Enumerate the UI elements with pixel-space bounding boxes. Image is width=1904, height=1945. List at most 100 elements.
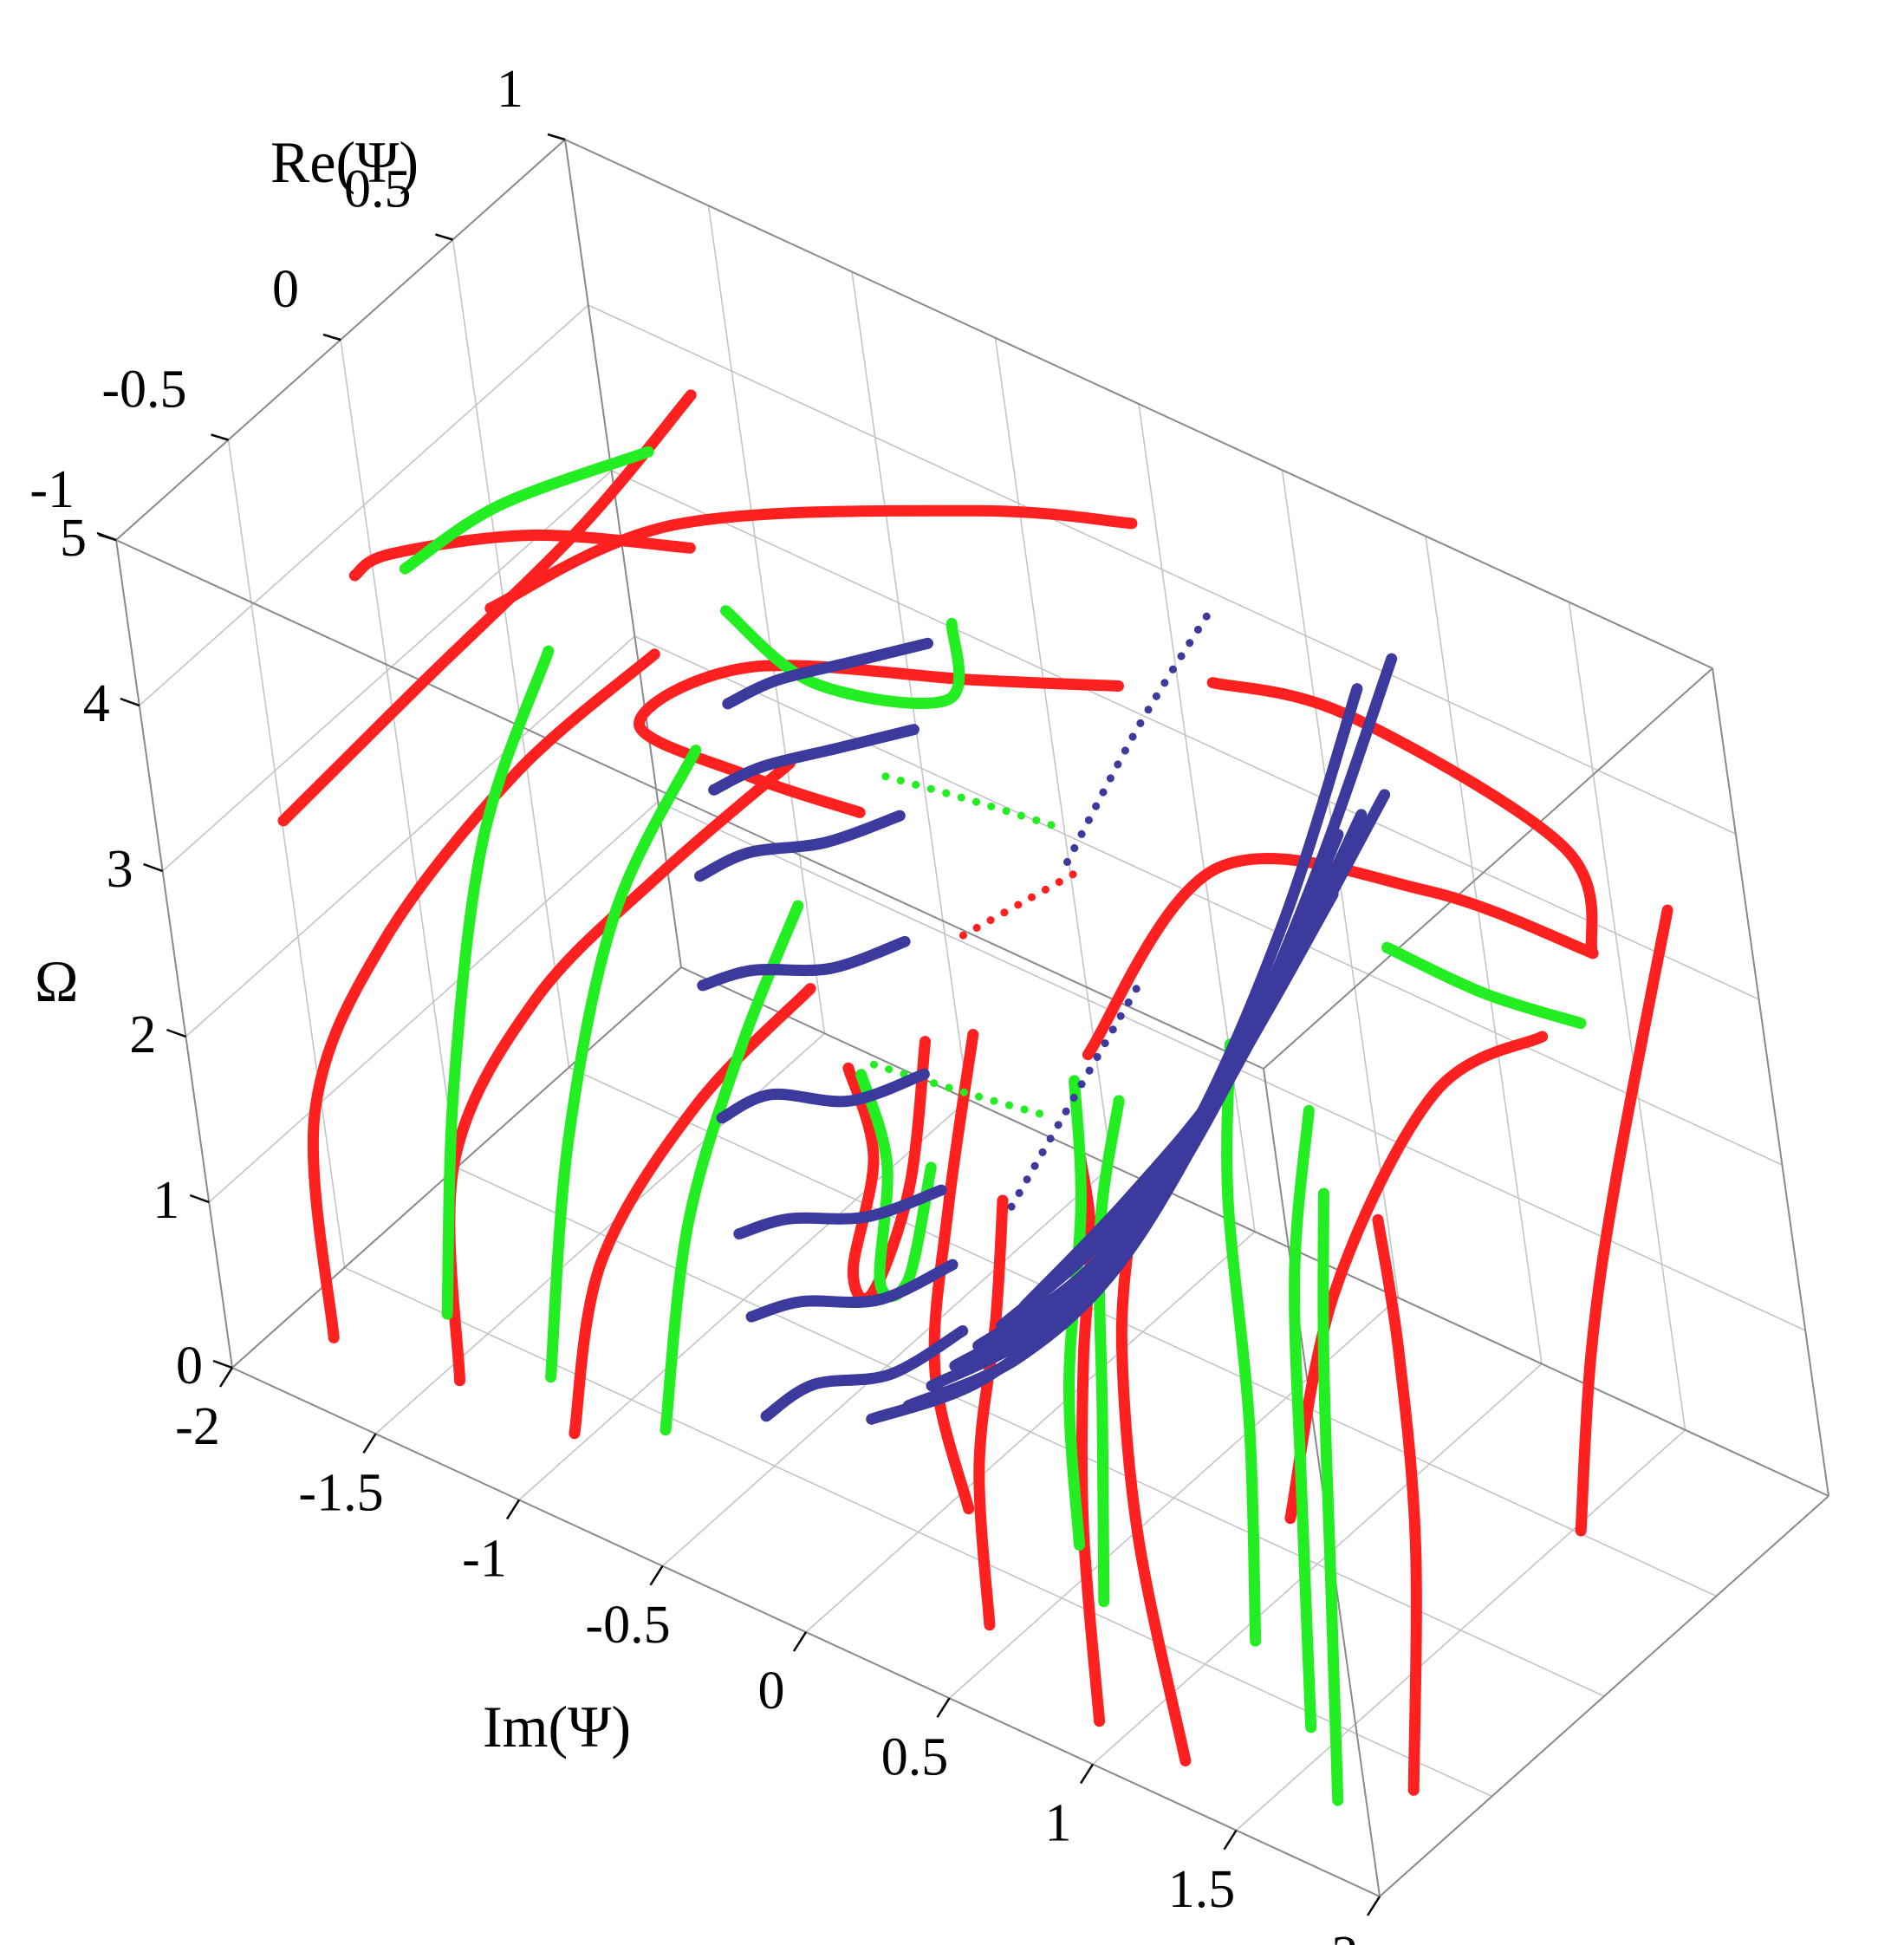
red-curve — [348, 529, 696, 582]
box-edge — [564, 139, 1713, 669]
green-curve — [1317, 1187, 1344, 1806]
im-tick-label: 2 — [1332, 1926, 1359, 1945]
side-wall-grid-line — [208, 801, 659, 1203]
red-dotted-curve — [958, 864, 1088, 940]
back-wall-grid-line — [634, 635, 1783, 1166]
omega-tick-mark — [166, 1028, 186, 1038]
floor-grid-line — [344, 1266, 1492, 1798]
im-axis-label: Im(Ψ) — [483, 1694, 631, 1760]
red-curve — [484, 504, 1138, 615]
blue-curve — [694, 810, 906, 882]
blue-curve — [949, 809, 1368, 1372]
red-curve — [1372, 1213, 1422, 1796]
back-wall-grid-line — [1138, 403, 1256, 1233]
omega-tick-mark — [212, 1359, 233, 1369]
im-tick-mark — [505, 1499, 521, 1520]
tick-layer: -2 -1.5 -1 -0.5 0 0.5 1 1.5 2 -1 -0.5 0 0.5 1 0 1 2 3 4 5 — [29, 60, 1381, 1945]
im-tick-label: -2 — [175, 1397, 220, 1456]
red-curve — [928, 1029, 979, 1515]
box-edge — [1263, 1068, 1381, 1897]
blue-curve — [760, 1325, 969, 1422]
red-curve — [1284, 1031, 1549, 1525]
re-axis-label: Re(Ψ) — [270, 129, 419, 195]
im-tick-mark — [218, 1367, 234, 1388]
im-tick-mark — [792, 1631, 808, 1652]
im-tick-mark — [649, 1565, 664, 1586]
im-tick-label: -1.5 — [298, 1463, 383, 1522]
box-edge — [115, 539, 233, 1369]
im-tick-mark — [1079, 1763, 1095, 1785]
blue-dotted-curve — [1063, 602, 1218, 866]
back-wall-grid-line — [588, 304, 1737, 835]
side-wall-grid-line — [452, 239, 570, 1068]
omega-tick-label: 3 — [107, 840, 133, 899]
blue-curve — [722, 637, 933, 710]
re-tick-label: 0.5 — [344, 160, 412, 219]
omega-tick-label: 2 — [129, 1005, 156, 1064]
red-curve — [1575, 904, 1673, 1537]
green-curve — [1289, 1104, 1317, 1734]
red-curve — [1075, 1152, 1106, 1727]
back-wall-grid-line — [707, 205, 826, 1034]
back-wall-grid-line — [994, 337, 1113, 1166]
box-edge — [115, 539, 1264, 1070]
omega-tick-mark — [96, 531, 117, 542]
im-tick-mark — [936, 1697, 951, 1718]
blue-curve — [1018, 888, 1339, 1312]
omega-tick-label: 0 — [176, 1337, 203, 1395]
re-tick-label: -1 — [29, 460, 75, 519]
blue-curve — [733, 1184, 947, 1239]
re-tick-label: 0 — [272, 260, 299, 319]
im-tick-mark — [1223, 1830, 1238, 1851]
back-wall-grid-line — [851, 271, 969, 1100]
red-curve — [1115, 1221, 1192, 1766]
red-curve — [973, 1194, 1009, 1631]
im-tick-label: -1 — [462, 1530, 507, 1589]
re-tick-mark — [435, 233, 453, 241]
green-curve — [720, 605, 965, 709]
side-wall-grid-line — [340, 339, 458, 1168]
green-curve — [545, 745, 702, 1383]
red-curve — [1206, 677, 1598, 959]
blue-curve — [708, 724, 920, 796]
curve-layer — [277, 389, 1673, 1806]
im-tick-label: -0.5 — [585, 1596, 670, 1655]
blue-curve — [697, 935, 911, 992]
im-tick-label: 1.5 — [1168, 1860, 1236, 1919]
box-edge — [1379, 1495, 1829, 1897]
box-edge — [564, 139, 682, 968]
omega-tick-mark — [189, 1194, 210, 1204]
im-tick-mark — [1366, 1896, 1381, 1916]
omega-axis-label: Ω — [35, 948, 79, 1014]
blue-curve — [866, 683, 1363, 1425]
green-curve — [1093, 1095, 1125, 1608]
red-curve — [569, 983, 816, 1440]
im-tick-label: 1 — [1045, 1794, 1072, 1853]
omega-tick-label: 5 — [60, 509, 87, 568]
omega-tick-label: 1 — [153, 1171, 179, 1230]
back-wall-grid-line — [1568, 602, 1686, 1430]
im-tick-mark — [362, 1433, 377, 1454]
re-tick-mark — [547, 133, 566, 141]
re-tick-label: 1 — [497, 60, 523, 119]
omega-tick-label: 4 — [83, 674, 110, 733]
green-curve — [1381, 941, 1587, 1030]
re-tick-label: -0.5 — [101, 361, 186, 420]
green-curve — [441, 645, 555, 1320]
box-edge — [1712, 667, 1829, 1497]
red-curve — [307, 648, 660, 1343]
box-edge — [1263, 667, 1713, 1070]
blue-curve — [745, 1259, 958, 1323]
blue-dotted-curve — [1007, 983, 1141, 1211]
side-wall-grid-line — [227, 439, 346, 1268]
side-wall-grid-line — [185, 635, 635, 1038]
blue-curve — [716, 1068, 930, 1124]
green-dotted-curve — [881, 772, 1069, 833]
back-wall-grid-line — [1425, 536, 1543, 1364]
back-wall-grid-line — [611, 470, 1759, 1000]
omega-tick-mark — [143, 862, 164, 873]
im-tick-label: 0 — [758, 1662, 785, 1721]
omega-tick-mark — [120, 697, 140, 707]
side-wall-grid-line — [139, 304, 589, 706]
